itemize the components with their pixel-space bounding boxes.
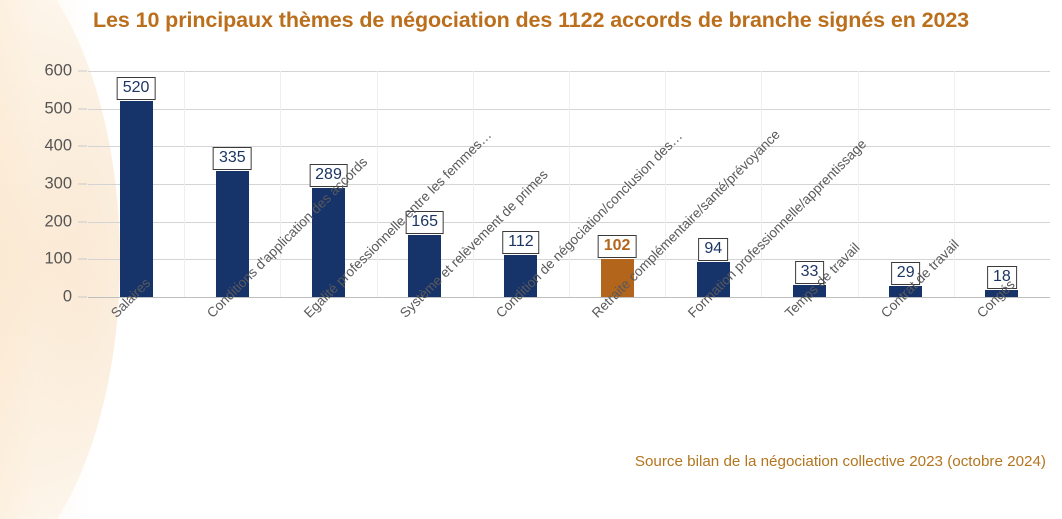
- bar-value-label: 520: [116, 77, 156, 101]
- vertical-gridline: [377, 71, 378, 297]
- y-axis-tick-label: 200: [44, 212, 72, 231]
- bar-value-label: 289: [309, 164, 348, 188]
- vertical-gridline: [569, 71, 570, 297]
- y-axis-tick-mark: [78, 108, 87, 110]
- bar-value-label: 29: [890, 262, 921, 286]
- vertical-gridline: [184, 71, 185, 297]
- bar-value-label: 112: [502, 230, 540, 254]
- vertical-gridline: [954, 71, 955, 297]
- bar[interactable]: [600, 258, 634, 297]
- y-axis-tick-label: 300: [44, 174, 72, 193]
- bar-value-label: 94: [698, 237, 729, 261]
- vertical-gridline: [858, 71, 859, 297]
- vertical-gridline: [280, 71, 281, 297]
- y-axis-tick-mark: [78, 183, 87, 185]
- bar-value-label: 33: [794, 260, 825, 284]
- bar-value-label: 165: [405, 210, 445, 234]
- vertical-gridline: [665, 71, 666, 297]
- vertical-gridline: [761, 71, 762, 297]
- bar[interactable]: [696, 261, 730, 297]
- source-note: Source bilan de la négociation collectiv…: [634, 453, 1046, 470]
- bar[interactable]: [215, 170, 249, 297]
- bar-value-label: 102: [597, 234, 637, 258]
- plot-area: 520 335 289 165 112 102 94 33 29 18: [88, 71, 1050, 298]
- y-axis-tick-label: 0: [62, 287, 72, 306]
- bar[interactable]: [408, 234, 442, 297]
- y-axis-tick-mark: [78, 221, 87, 223]
- vertical-gridline: [473, 71, 474, 297]
- bar-value-label: 335: [212, 146, 252, 170]
- y-axis-tick-label: 500: [44, 99, 72, 118]
- y-axis-tick-mark: [78, 296, 87, 298]
- bar-value-label: 18: [986, 266, 1017, 290]
- bar[interactable]: [985, 290, 1019, 297]
- chart-title: Les 10 principaux thèmes de négociation …: [92, 8, 970, 32]
- bar[interactable]: [312, 188, 345, 297]
- y-axis-tick-label: 600: [44, 61, 72, 80]
- y-axis-tick-mark: [78, 70, 87, 72]
- y-axis-tick-mark: [78, 258, 87, 260]
- y-axis-tick-mark: [78, 145, 87, 147]
- y-axis-tick-label: 100: [44, 249, 72, 268]
- bar[interactable]: [119, 101, 153, 297]
- y-axis-tick-label: 400: [44, 136, 72, 155]
- bar[interactable]: [793, 284, 826, 297]
- bar[interactable]: [889, 286, 923, 297]
- bar[interactable]: [504, 254, 538, 297]
- gridline: [88, 297, 1050, 298]
